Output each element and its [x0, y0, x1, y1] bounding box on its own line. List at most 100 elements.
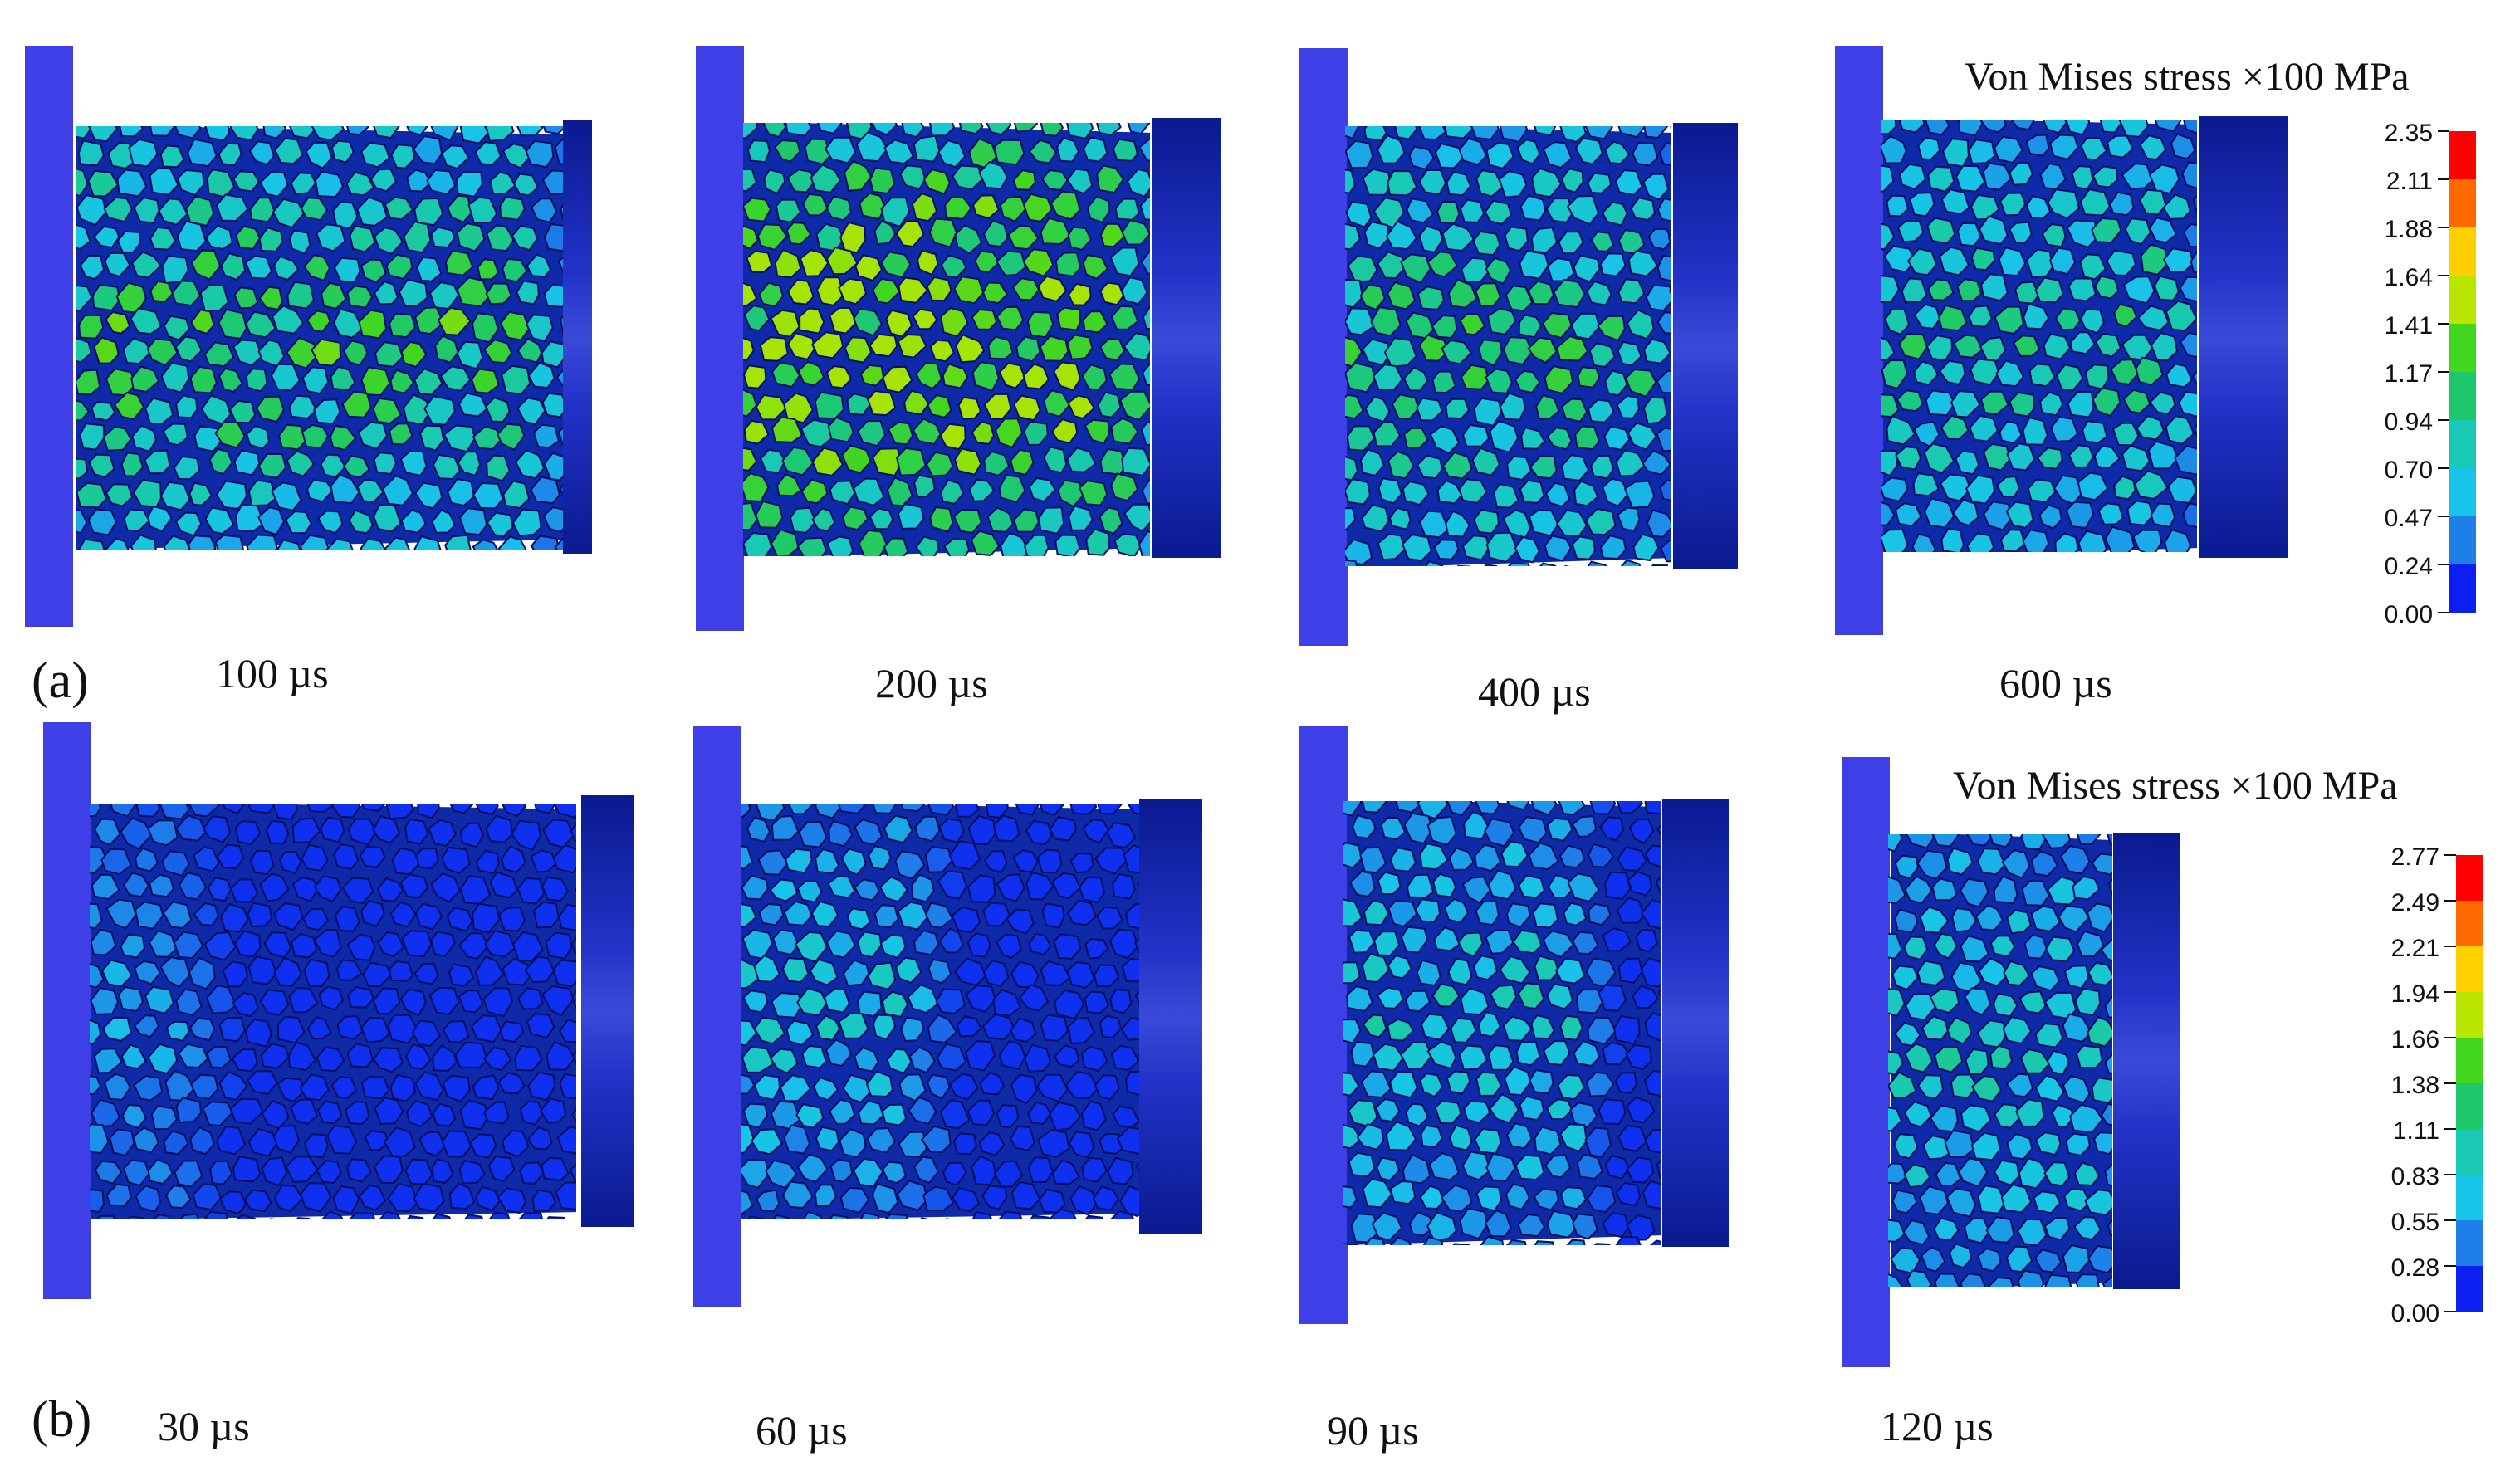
legend-swatch — [2456, 1266, 2483, 1312]
grain — [741, 1073, 756, 1095]
grain — [525, 139, 555, 169]
grain — [1040, 960, 1071, 987]
grain — [1530, 801, 1558, 816]
grain — [815, 848, 840, 874]
grain — [1584, 126, 1613, 140]
grain — [1901, 277, 1928, 303]
grain — [208, 447, 233, 476]
legend-swatch — [2456, 1129, 2483, 1175]
grain — [110, 804, 138, 818]
grain — [203, 1210, 228, 1219]
grain — [1617, 1124, 1648, 1152]
grain — [1888, 932, 1903, 960]
grain — [1110, 472, 1139, 502]
grain — [442, 1020, 470, 1043]
grain — [76, 337, 92, 364]
grain — [953, 276, 985, 305]
grain — [475, 1185, 501, 1212]
grain — [413, 368, 443, 396]
grain — [1066, 123, 1094, 140]
grain — [854, 253, 883, 281]
grain — [1569, 1102, 1598, 1129]
grain — [1530, 227, 1558, 254]
grain — [1485, 1152, 1516, 1182]
grain — [360, 1016, 391, 1043]
grain — [428, 281, 460, 310]
grain — [2073, 1216, 2102, 1241]
grain — [912, 418, 942, 446]
grain — [1400, 253, 1431, 284]
grain — [882, 365, 913, 393]
grain — [2140, 243, 2168, 276]
grain — [511, 931, 544, 962]
grain — [122, 1159, 150, 1187]
grain — [1022, 248, 1054, 277]
grain — [1475, 282, 1502, 307]
grain — [1916, 849, 1948, 880]
grain — [90, 845, 108, 875]
grain — [1598, 1098, 1627, 1126]
grain — [1345, 507, 1357, 531]
grain — [1082, 818, 1110, 844]
grain — [1988, 1276, 2014, 1287]
grain — [978, 1131, 1006, 1156]
grain — [1425, 560, 1444, 566]
grain — [554, 536, 563, 550]
grain — [301, 366, 330, 395]
grain — [362, 961, 392, 988]
grain — [2066, 219, 2099, 249]
grain — [516, 986, 544, 1010]
grain — [759, 336, 789, 362]
grain — [829, 480, 856, 506]
grain — [413, 1182, 445, 1213]
grain — [992, 989, 1021, 1017]
grain — [1110, 417, 1139, 445]
grain — [839, 1128, 867, 1159]
grain — [2043, 120, 2067, 134]
grain — [1561, 398, 1588, 423]
grain — [516, 397, 546, 426]
grain — [133, 1014, 160, 1038]
grain — [1472, 230, 1501, 257]
grain — [1402, 1154, 1431, 1185]
grain — [858, 1100, 884, 1126]
grain — [1402, 366, 1429, 392]
grain — [1500, 840, 1529, 868]
grain — [1363, 221, 1390, 250]
grain — [1644, 844, 1661, 868]
grain — [2118, 120, 2150, 138]
grain — [1968, 305, 1994, 328]
grain — [1418, 126, 1447, 141]
grain — [1895, 558, 1926, 584]
grain — [897, 333, 927, 359]
grain — [306, 479, 334, 503]
grain — [878, 876, 908, 903]
grain — [1399, 1041, 1433, 1071]
grain — [499, 310, 531, 341]
grain — [741, 1123, 756, 1155]
grain — [1418, 334, 1451, 362]
grain — [203, 931, 237, 961]
grain — [330, 365, 356, 392]
grain — [121, 1103, 147, 1129]
grain — [222, 960, 249, 988]
grain — [1983, 501, 2013, 531]
incident-bar — [1299, 726, 1348, 1324]
grain — [220, 902, 249, 933]
grain — [1602, 477, 1630, 507]
grain — [570, 823, 576, 843]
grain — [1926, 558, 1953, 584]
grain — [1429, 425, 1461, 455]
grain — [173, 455, 201, 481]
grain — [915, 535, 940, 556]
grain — [358, 309, 388, 340]
grain — [303, 253, 331, 282]
transmission-platen — [1662, 799, 1729, 1247]
grain — [846, 907, 871, 931]
grain — [1498, 169, 1528, 198]
grain — [516, 280, 540, 305]
grain — [1067, 226, 1093, 252]
grain — [216, 843, 245, 870]
grain — [176, 220, 207, 252]
grain — [1434, 142, 1464, 169]
